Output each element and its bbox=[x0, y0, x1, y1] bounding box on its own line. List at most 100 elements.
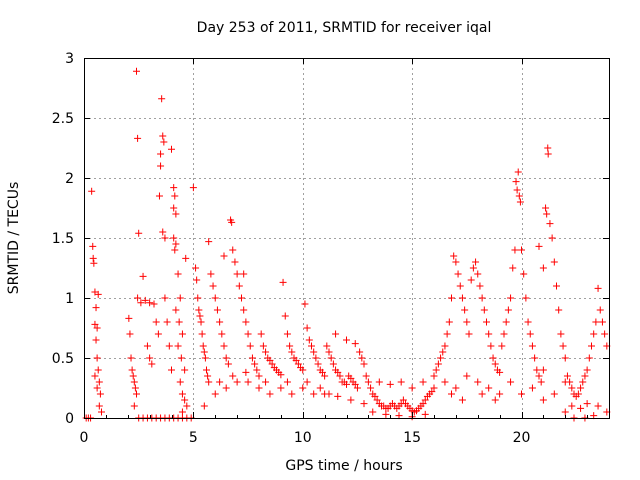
data-point bbox=[181, 396, 189, 404]
data-point bbox=[135, 229, 143, 237]
x-tick-label: 10 bbox=[294, 430, 312, 446]
data-point bbox=[515, 192, 523, 200]
y-tick-label: 2 bbox=[65, 171, 74, 187]
data-point bbox=[196, 312, 204, 320]
data-point bbox=[585, 354, 593, 362]
y-tick-label: 2.5 bbox=[52, 111, 74, 127]
data-point bbox=[594, 402, 602, 410]
data-point bbox=[430, 372, 438, 380]
data-point bbox=[432, 366, 440, 374]
data-point bbox=[439, 348, 447, 356]
data-point bbox=[528, 384, 536, 392]
data-point bbox=[353, 384, 361, 392]
data-point bbox=[456, 282, 464, 290]
data-point bbox=[465, 330, 473, 338]
data-point bbox=[504, 306, 512, 314]
data-point bbox=[513, 186, 521, 194]
data-point bbox=[222, 354, 230, 362]
data-point bbox=[452, 384, 460, 392]
data-point bbox=[450, 252, 458, 260]
data-point bbox=[550, 258, 558, 266]
data-point bbox=[478, 390, 486, 398]
data-point bbox=[533, 366, 541, 374]
data-point bbox=[577, 404, 585, 412]
data-point bbox=[469, 264, 477, 272]
data-point bbox=[356, 348, 364, 356]
data-point bbox=[93, 354, 101, 362]
data-point bbox=[211, 294, 219, 302]
data-point bbox=[148, 360, 156, 368]
data-point bbox=[310, 390, 318, 398]
data-point bbox=[329, 360, 337, 368]
y-axis-label: SRMTID / TECUs bbox=[6, 182, 22, 295]
data-point bbox=[199, 342, 207, 350]
data-point bbox=[550, 390, 558, 398]
x-axis-label: GPS time / hours bbox=[285, 458, 402, 474]
data-point bbox=[583, 400, 591, 408]
data-point bbox=[336, 372, 344, 380]
data-point bbox=[343, 380, 350, 388]
data-point bbox=[334, 392, 342, 400]
data-point bbox=[332, 330, 340, 338]
data-point bbox=[281, 312, 289, 320]
data-point bbox=[581, 372, 589, 380]
data-point bbox=[220, 252, 228, 260]
data-point bbox=[386, 380, 394, 388]
data-point bbox=[201, 354, 209, 362]
data-points bbox=[82, 67, 611, 422]
data-point bbox=[126, 330, 134, 338]
data-point bbox=[574, 390, 582, 398]
data-point bbox=[176, 294, 184, 302]
data-point bbox=[233, 270, 241, 278]
data-point bbox=[437, 354, 445, 362]
data-point bbox=[242, 368, 250, 376]
data-point bbox=[362, 372, 370, 380]
data-point bbox=[518, 246, 525, 254]
data-point bbox=[143, 342, 151, 350]
data-point bbox=[514, 168, 522, 176]
data-point bbox=[288, 348, 296, 356]
data-point bbox=[248, 354, 256, 362]
data-point bbox=[146, 354, 154, 362]
data-point bbox=[544, 144, 552, 152]
data-point bbox=[133, 390, 140, 398]
data-point bbox=[305, 336, 313, 344]
data-point bbox=[229, 372, 237, 380]
data-point bbox=[279, 278, 287, 286]
data-point bbox=[294, 360, 302, 368]
data-point bbox=[548, 234, 556, 242]
data-point bbox=[255, 372, 263, 380]
data-point bbox=[94, 290, 102, 298]
data-point bbox=[244, 378, 252, 386]
data-point bbox=[500, 330, 508, 338]
data-point bbox=[487, 342, 495, 350]
chart-title: Day 253 of 2011, SRMTID for receiver iqa… bbox=[197, 20, 492, 36]
x-tick-label: 15 bbox=[403, 430, 421, 446]
data-point bbox=[158, 95, 166, 103]
data-point bbox=[485, 330, 493, 338]
data-point bbox=[518, 390, 525, 398]
data-point bbox=[197, 318, 205, 326]
data-point bbox=[321, 372, 329, 380]
data-point bbox=[543, 210, 551, 218]
data-point bbox=[316, 384, 324, 392]
data-point bbox=[590, 330, 598, 338]
data-point bbox=[246, 342, 254, 350]
data-point bbox=[146, 299, 154, 307]
data-point bbox=[96, 390, 104, 398]
data-point bbox=[170, 234, 178, 242]
data-point bbox=[434, 360, 442, 368]
data-point bbox=[231, 258, 239, 266]
data-point bbox=[277, 384, 285, 392]
data-point bbox=[229, 246, 237, 254]
data-point bbox=[360, 360, 368, 368]
data-point bbox=[351, 380, 359, 388]
data-point bbox=[159, 132, 167, 140]
data-point bbox=[577, 384, 585, 392]
data-point bbox=[160, 138, 168, 146]
data-point bbox=[244, 330, 252, 338]
y-tick-label: 1.5 bbox=[52, 231, 74, 247]
data-point bbox=[178, 408, 186, 416]
data-point bbox=[303, 378, 311, 386]
data-point bbox=[421, 396, 429, 404]
